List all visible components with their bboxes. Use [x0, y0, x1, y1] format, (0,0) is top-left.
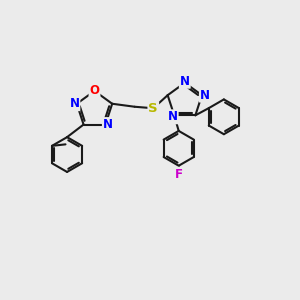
Text: N: N	[200, 89, 210, 102]
Text: N: N	[69, 97, 80, 110]
Text: N: N	[180, 75, 190, 88]
Text: S: S	[148, 102, 158, 115]
Text: O: O	[89, 83, 100, 97]
Text: F: F	[175, 168, 183, 181]
Text: N: N	[103, 118, 113, 131]
Text: N: N	[168, 110, 178, 123]
